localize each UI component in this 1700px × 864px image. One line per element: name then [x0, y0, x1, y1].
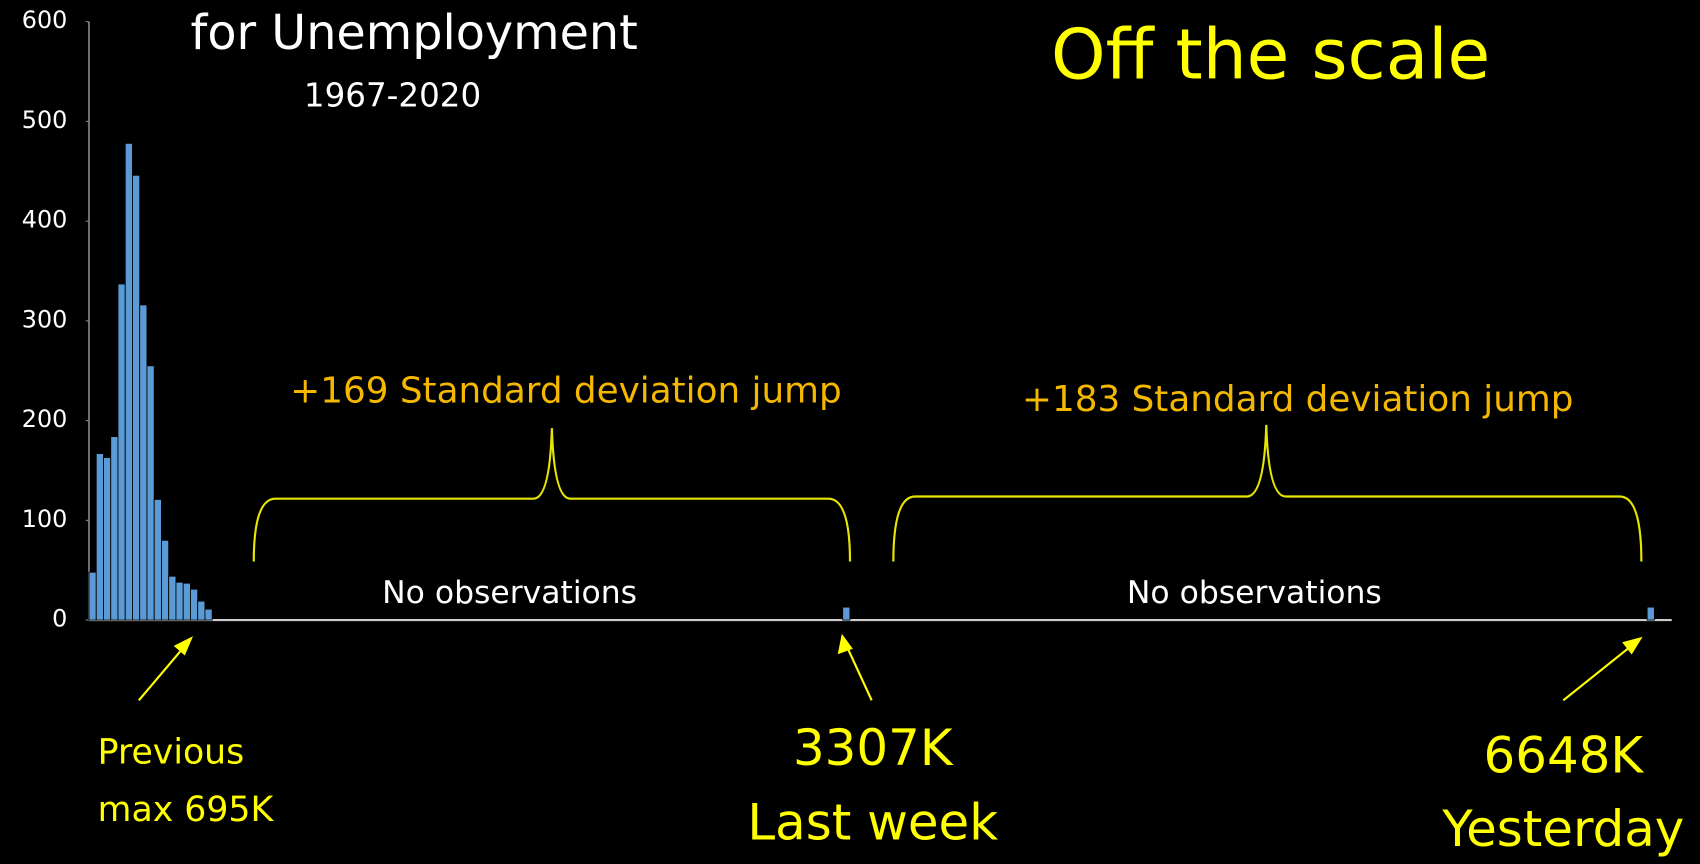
arrow: [138, 643, 188, 702]
bar: [95, 453, 104, 621]
bar: [124, 142, 133, 621]
bar: [132, 174, 141, 621]
y-tick-label: 400: [22, 206, 67, 234]
y-tick-label: 0: [52, 605, 67, 633]
arrow: [1562, 643, 1635, 702]
annotation: +183 Standard deviation jump: [1022, 379, 1573, 420]
annotation: +169 Standard deviation jump: [290, 370, 841, 411]
annotation: Last week: [747, 794, 998, 852]
bar: [88, 571, 97, 621]
annotation: Previous: [98, 732, 245, 772]
y-tick-label: 500: [22, 106, 67, 134]
brace: [892, 424, 1643, 562]
bar: [117, 283, 126, 621]
arrows: [138, 633, 1643, 702]
chart-title: for Unemployment: [191, 6, 638, 61]
y-tick-label: 100: [22, 505, 67, 533]
y-tick-label: 600: [22, 6, 67, 34]
braces: [252, 424, 1643, 562]
chart-subtitle: 1967-2020: [304, 77, 481, 115]
annotation: 6648K: [1484, 726, 1645, 784]
annotation: No observations: [382, 575, 637, 611]
arrowhead: [173, 636, 194, 656]
bar: [197, 600, 206, 621]
annotation: 3307K: [793, 719, 954, 777]
annotation: Yesterday: [1441, 800, 1684, 858]
bar: [146, 365, 155, 621]
bar: [204, 608, 213, 621]
bar: [190, 588, 199, 621]
headline: Off the scale: [1051, 16, 1490, 96]
bar: [1646, 606, 1655, 621]
bar: [161, 539, 170, 621]
bar: [168, 575, 177, 621]
y-tick-label: 300: [22, 305, 67, 333]
bar: [139, 304, 148, 621]
bar: [103, 457, 112, 621]
arrowhead: [837, 633, 853, 655]
y-tick-label: 200: [22, 405, 67, 433]
bar: [175, 581, 184, 621]
bar: [153, 498, 162, 621]
brace: [252, 428, 852, 562]
annotation: No observations: [1127, 575, 1382, 611]
bar: [182, 582, 191, 621]
bar: [110, 436, 119, 621]
annotation: max 695K: [98, 790, 275, 830]
bar: [842, 606, 851, 621]
arrowhead: [1622, 636, 1643, 655]
arrow: [844, 643, 873, 701]
